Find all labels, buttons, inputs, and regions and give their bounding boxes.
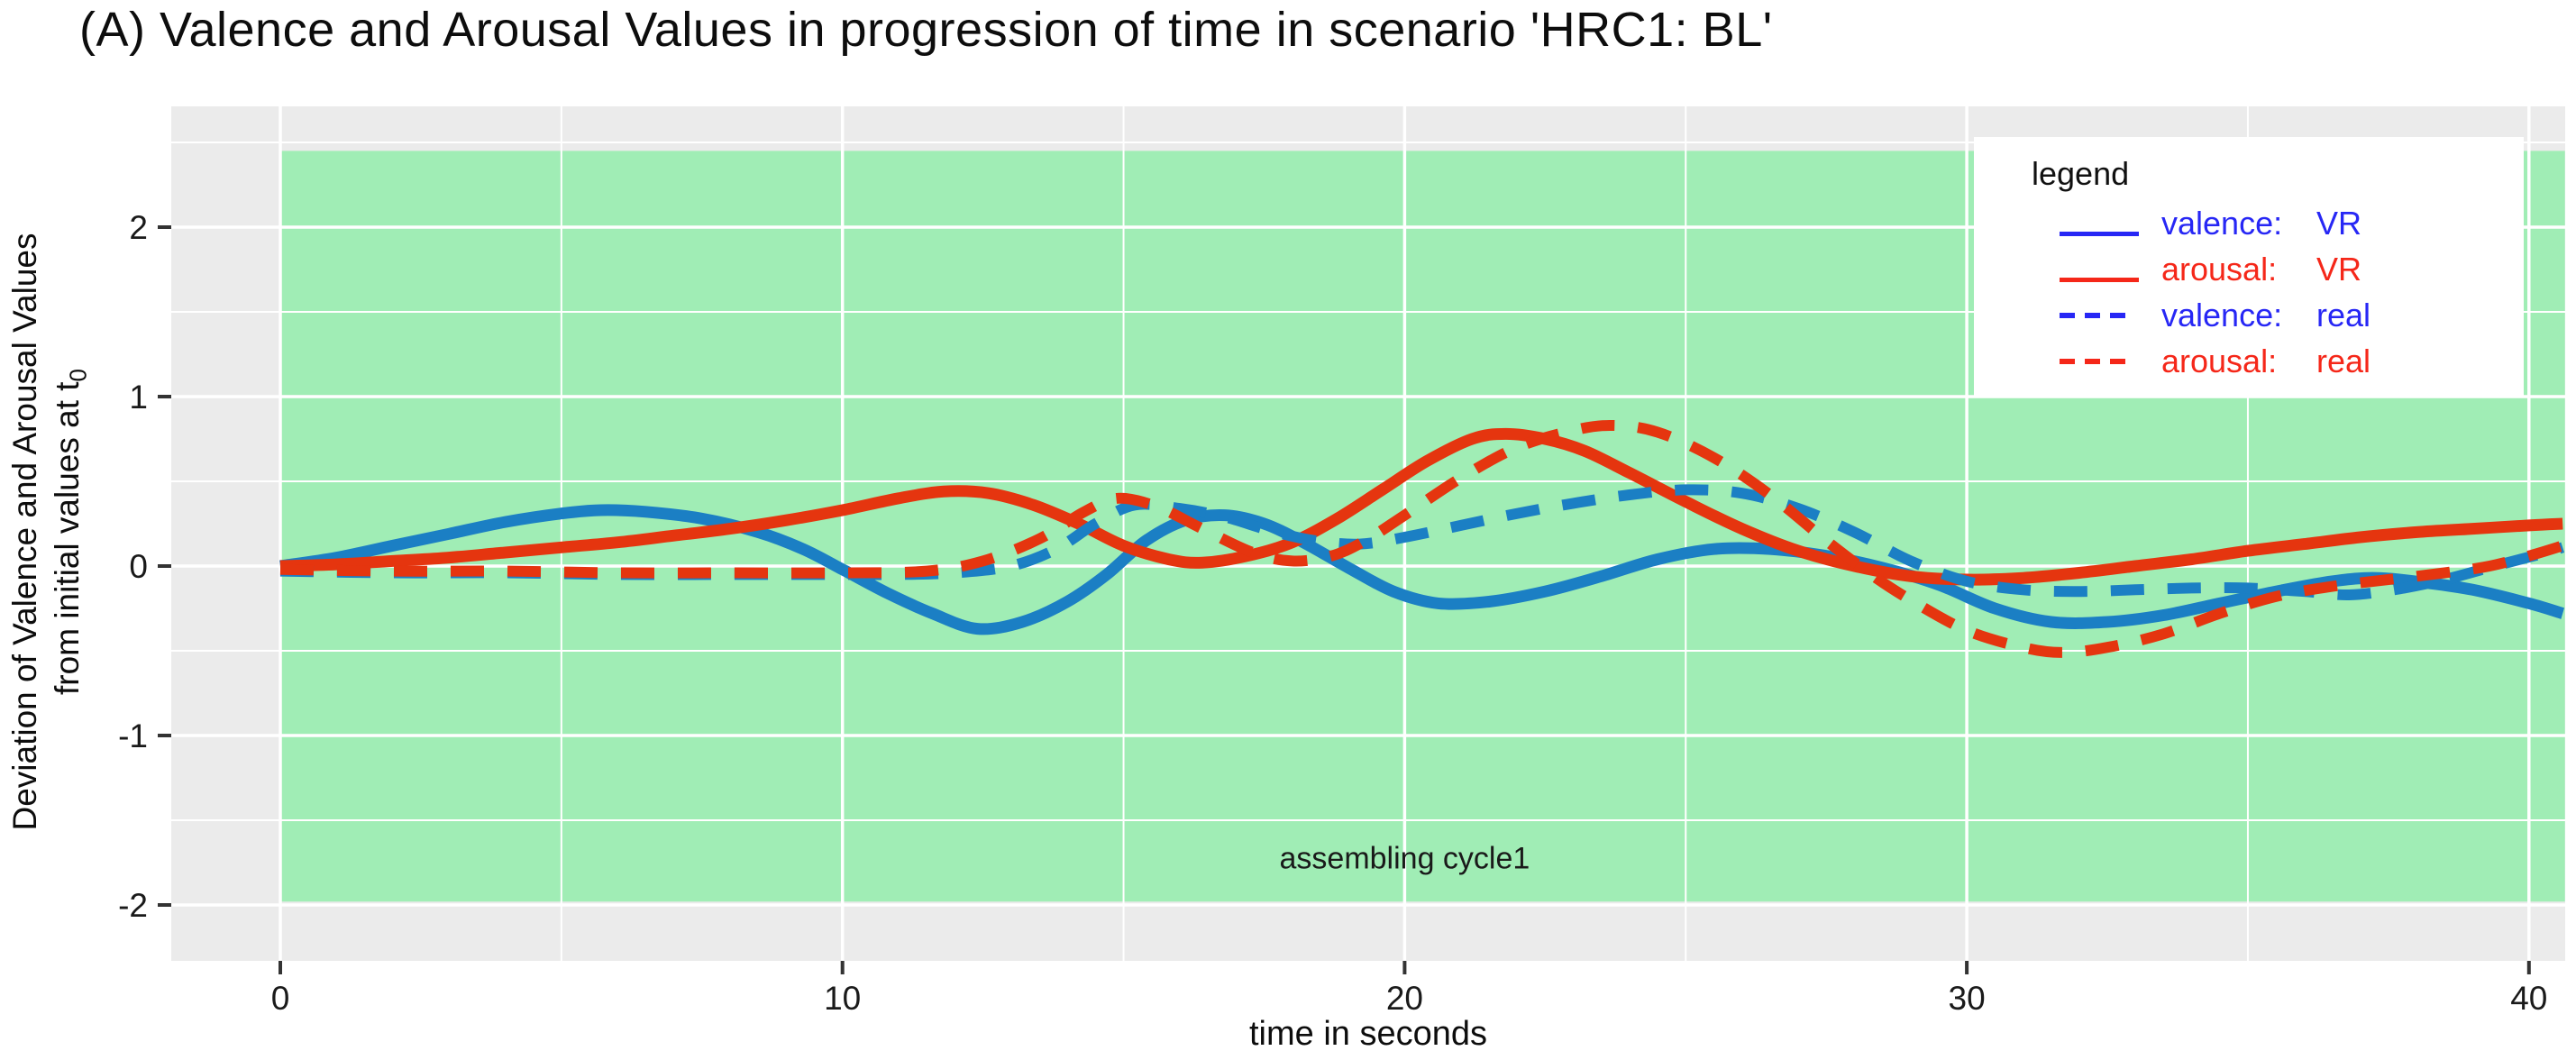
y-tick-label-1: 1 — [129, 379, 148, 416]
legend-item-name: valence: — [2161, 296, 2283, 334]
x-tick-label-30: 30 — [1949, 980, 1986, 1017]
y-tick-label--2: -2 — [118, 887, 148, 924]
series-arousal-real — [279, 419, 2564, 658]
y-tick-label-2: 2 — [129, 209, 148, 246]
series-valence-VR — [279, 504, 2565, 635]
legend-title: legend — [2032, 155, 2130, 192]
legend-item-arousal-VR: arousal: VR — [1974, 246, 2524, 292]
chart-title: (A) Valence and Arousal Values in progre… — [79, 3, 1773, 57]
x-tick-label-20: 20 — [1386, 980, 1423, 1017]
legend-item-name: valence: — [2161, 204, 2283, 242]
solid-line-key-icon — [2060, 210, 2145, 236]
x-axis-title: time in seconds — [1248, 1015, 1487, 1053]
series-valence-real — [279, 484, 2565, 601]
legend-items: valence: VR arousal: VR valence: real arousal:… — [1974, 200, 2524, 384]
y-tick-label-0: 0 — [129, 548, 148, 585]
legend-box: legend valence: VR arousal: VR valence: real a… — [1974, 137, 2524, 397]
legend-item-value: real — [2316, 342, 2371, 379]
annotation-label: assembling cycle1 — [1280, 841, 1530, 875]
legend-item-valence-VR: valence: VR — [1974, 200, 2524, 246]
legend-item-value: VR — [2316, 204, 2362, 242]
legend-item-arousal-real: arousal: real — [1974, 338, 2524, 384]
dashed-line-key-icon — [2060, 358, 2145, 364]
legend-item-value: VR — [2316, 250, 2362, 288]
solid-line-key-icon — [2060, 256, 2145, 282]
series-arousal-VR — [279, 427, 2563, 586]
legend-item-valence-real: valence: real — [1974, 292, 2524, 338]
x-tick-label-10: 10 — [824, 980, 861, 1017]
x-tick-label-0: 0 — [271, 980, 290, 1017]
legend-item-name: arousal: — [2161, 250, 2278, 288]
legend-item-value: real — [2316, 296, 2371, 334]
x-tick-label-40: 40 — [2510, 980, 2547, 1017]
y-tick-label--1: -1 — [118, 717, 148, 754]
dashed-line-key-icon — [2060, 312, 2145, 318]
legend-item-name: arousal: — [2161, 342, 2278, 379]
